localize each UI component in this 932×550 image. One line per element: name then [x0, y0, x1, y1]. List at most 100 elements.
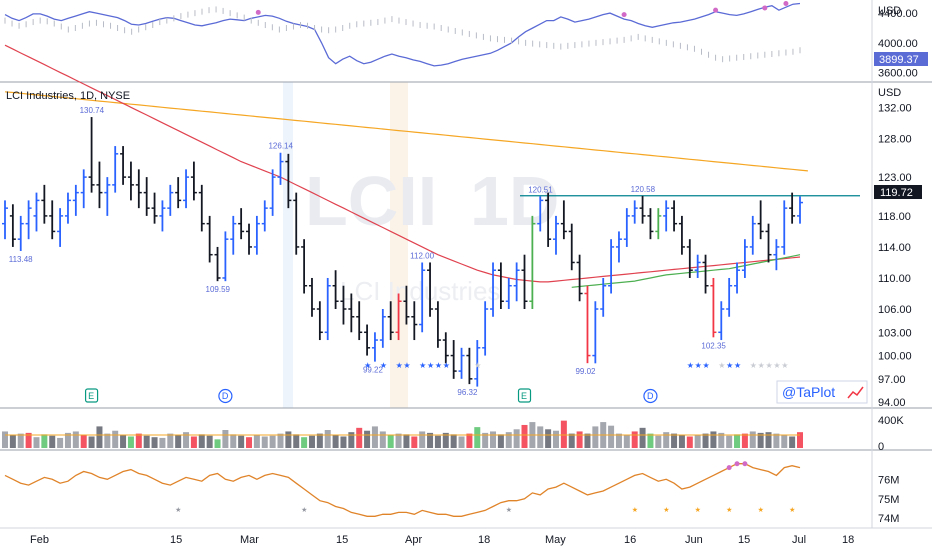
signal-star: ★	[687, 361, 694, 370]
signal-star: ★	[427, 361, 434, 370]
highlight-band	[390, 82, 408, 408]
rs-tick: 75M	[878, 494, 899, 506]
price-annotation: 96.32	[457, 388, 478, 397]
volume-bar	[466, 433, 473, 448]
price-tick: 114.00	[878, 242, 911, 254]
volume-bar	[789, 436, 796, 448]
volume-bar	[198, 434, 205, 448]
volume-bar	[246, 437, 253, 448]
index-marker	[783, 0, 789, 6]
volume-bar	[615, 433, 622, 448]
volume-bar	[576, 431, 583, 448]
time-tick: 18	[842, 534, 854, 546]
signal-star: ★	[474, 361, 481, 370]
volume-bar	[120, 435, 127, 448]
volume-bar	[33, 437, 40, 448]
price-ylabel: USD	[878, 87, 901, 99]
volume-bar	[623, 435, 630, 448]
volume-bar	[490, 431, 497, 448]
volume-bar	[379, 431, 386, 448]
rs-marker	[734, 461, 740, 467]
volume-bar	[655, 435, 662, 448]
volume-bar	[80, 435, 87, 448]
price-annotation: 113.48	[9, 255, 33, 264]
idx-tick: 4400.00	[878, 8, 918, 20]
watermark-timeframe: 1D	[470, 162, 559, 240]
price-tick: 100.00	[878, 351, 912, 363]
volume-bar	[474, 427, 481, 448]
relative-strength-panel: ★ ★ ★ ★ ★ ★ ★ ★ ★	[4, 461, 801, 517]
time-tick: 15	[738, 534, 750, 546]
volume-bar	[395, 433, 402, 448]
volume-bar	[647, 433, 654, 448]
volume-bar	[261, 436, 268, 448]
volume-bar	[2, 431, 8, 448]
volume-bar	[482, 432, 489, 448]
price-panel[interactable]: 113.48 130.74 109.59 126.14 99.22 112.00 96.32…	[2, 44, 860, 404]
earnings-label: E	[88, 391, 94, 401]
idx-ylabel: USD	[878, 5, 901, 17]
volume-bar	[293, 434, 300, 448]
price-tick: 128.00	[878, 133, 912, 145]
volume-bar	[159, 437, 166, 448]
volume-bar	[694, 435, 701, 448]
volume-bar	[537, 426, 544, 448]
volume-bar	[781, 435, 788, 448]
volume-bar	[639, 427, 646, 448]
volume-bar	[552, 430, 559, 448]
volume-bar	[718, 432, 725, 448]
watermark-name: LCI Industries	[340, 276, 500, 306]
volume-bar	[340, 436, 347, 448]
rs-star: ★	[663, 506, 669, 514]
volume-bar	[17, 433, 24, 448]
rs-line	[4, 463, 801, 517]
volume-bar	[222, 430, 229, 448]
volume-bar	[151, 437, 158, 448]
watermark-symbol: LCII	[305, 162, 437, 240]
index-marker	[762, 5, 768, 11]
volume-bar	[686, 436, 693, 448]
taplot-label: @TaPlot	[782, 384, 835, 400]
dividend-label: D	[647, 391, 654, 401]
highlight-band	[283, 82, 293, 408]
volume-bar	[741, 433, 748, 448]
signal-star: ★	[766, 361, 773, 370]
volume-bar	[324, 430, 331, 448]
volume-bar	[190, 436, 197, 448]
rs-star: ★	[726, 506, 732, 514]
volume-bar	[364, 430, 371, 448]
idx-price-label: 3899.37	[879, 54, 919, 66]
volume-bar	[371, 426, 378, 448]
volume-bar	[127, 436, 134, 448]
volume-bar	[545, 429, 552, 448]
volume-bar	[308, 435, 315, 448]
earnings-label: E	[521, 391, 527, 401]
volume-bar	[41, 434, 48, 448]
price-tick: 123.00	[878, 172, 912, 184]
index-marker	[713, 7, 719, 13]
volume-bar	[450, 434, 457, 448]
volume-bar	[608, 425, 615, 448]
price-annotation: 130.74	[80, 106, 105, 115]
signal-star: ★	[396, 361, 403, 370]
time-tick: 15	[170, 534, 182, 546]
volume-bar	[521, 424, 528, 448]
time-tick: 18	[478, 534, 490, 546]
volume-bar	[135, 433, 142, 448]
volume-bar	[442, 432, 449, 448]
signal-star: ★	[703, 361, 710, 370]
signal-star: ★	[718, 361, 725, 370]
volume-panel	[2, 420, 803, 448]
rs-star: ★	[301, 506, 307, 514]
volume-bar	[757, 432, 764, 448]
ma-red-line	[4, 44, 801, 283]
time-tick: Jun	[685, 534, 703, 546]
volume-bar	[72, 431, 79, 448]
volume-bar	[356, 427, 363, 448]
volume-bar	[88, 436, 95, 448]
index-marker	[621, 12, 627, 18]
price-annotation: 102.35	[701, 341, 726, 350]
volume-bar	[568, 433, 575, 448]
volume-bar	[143, 435, 150, 448]
